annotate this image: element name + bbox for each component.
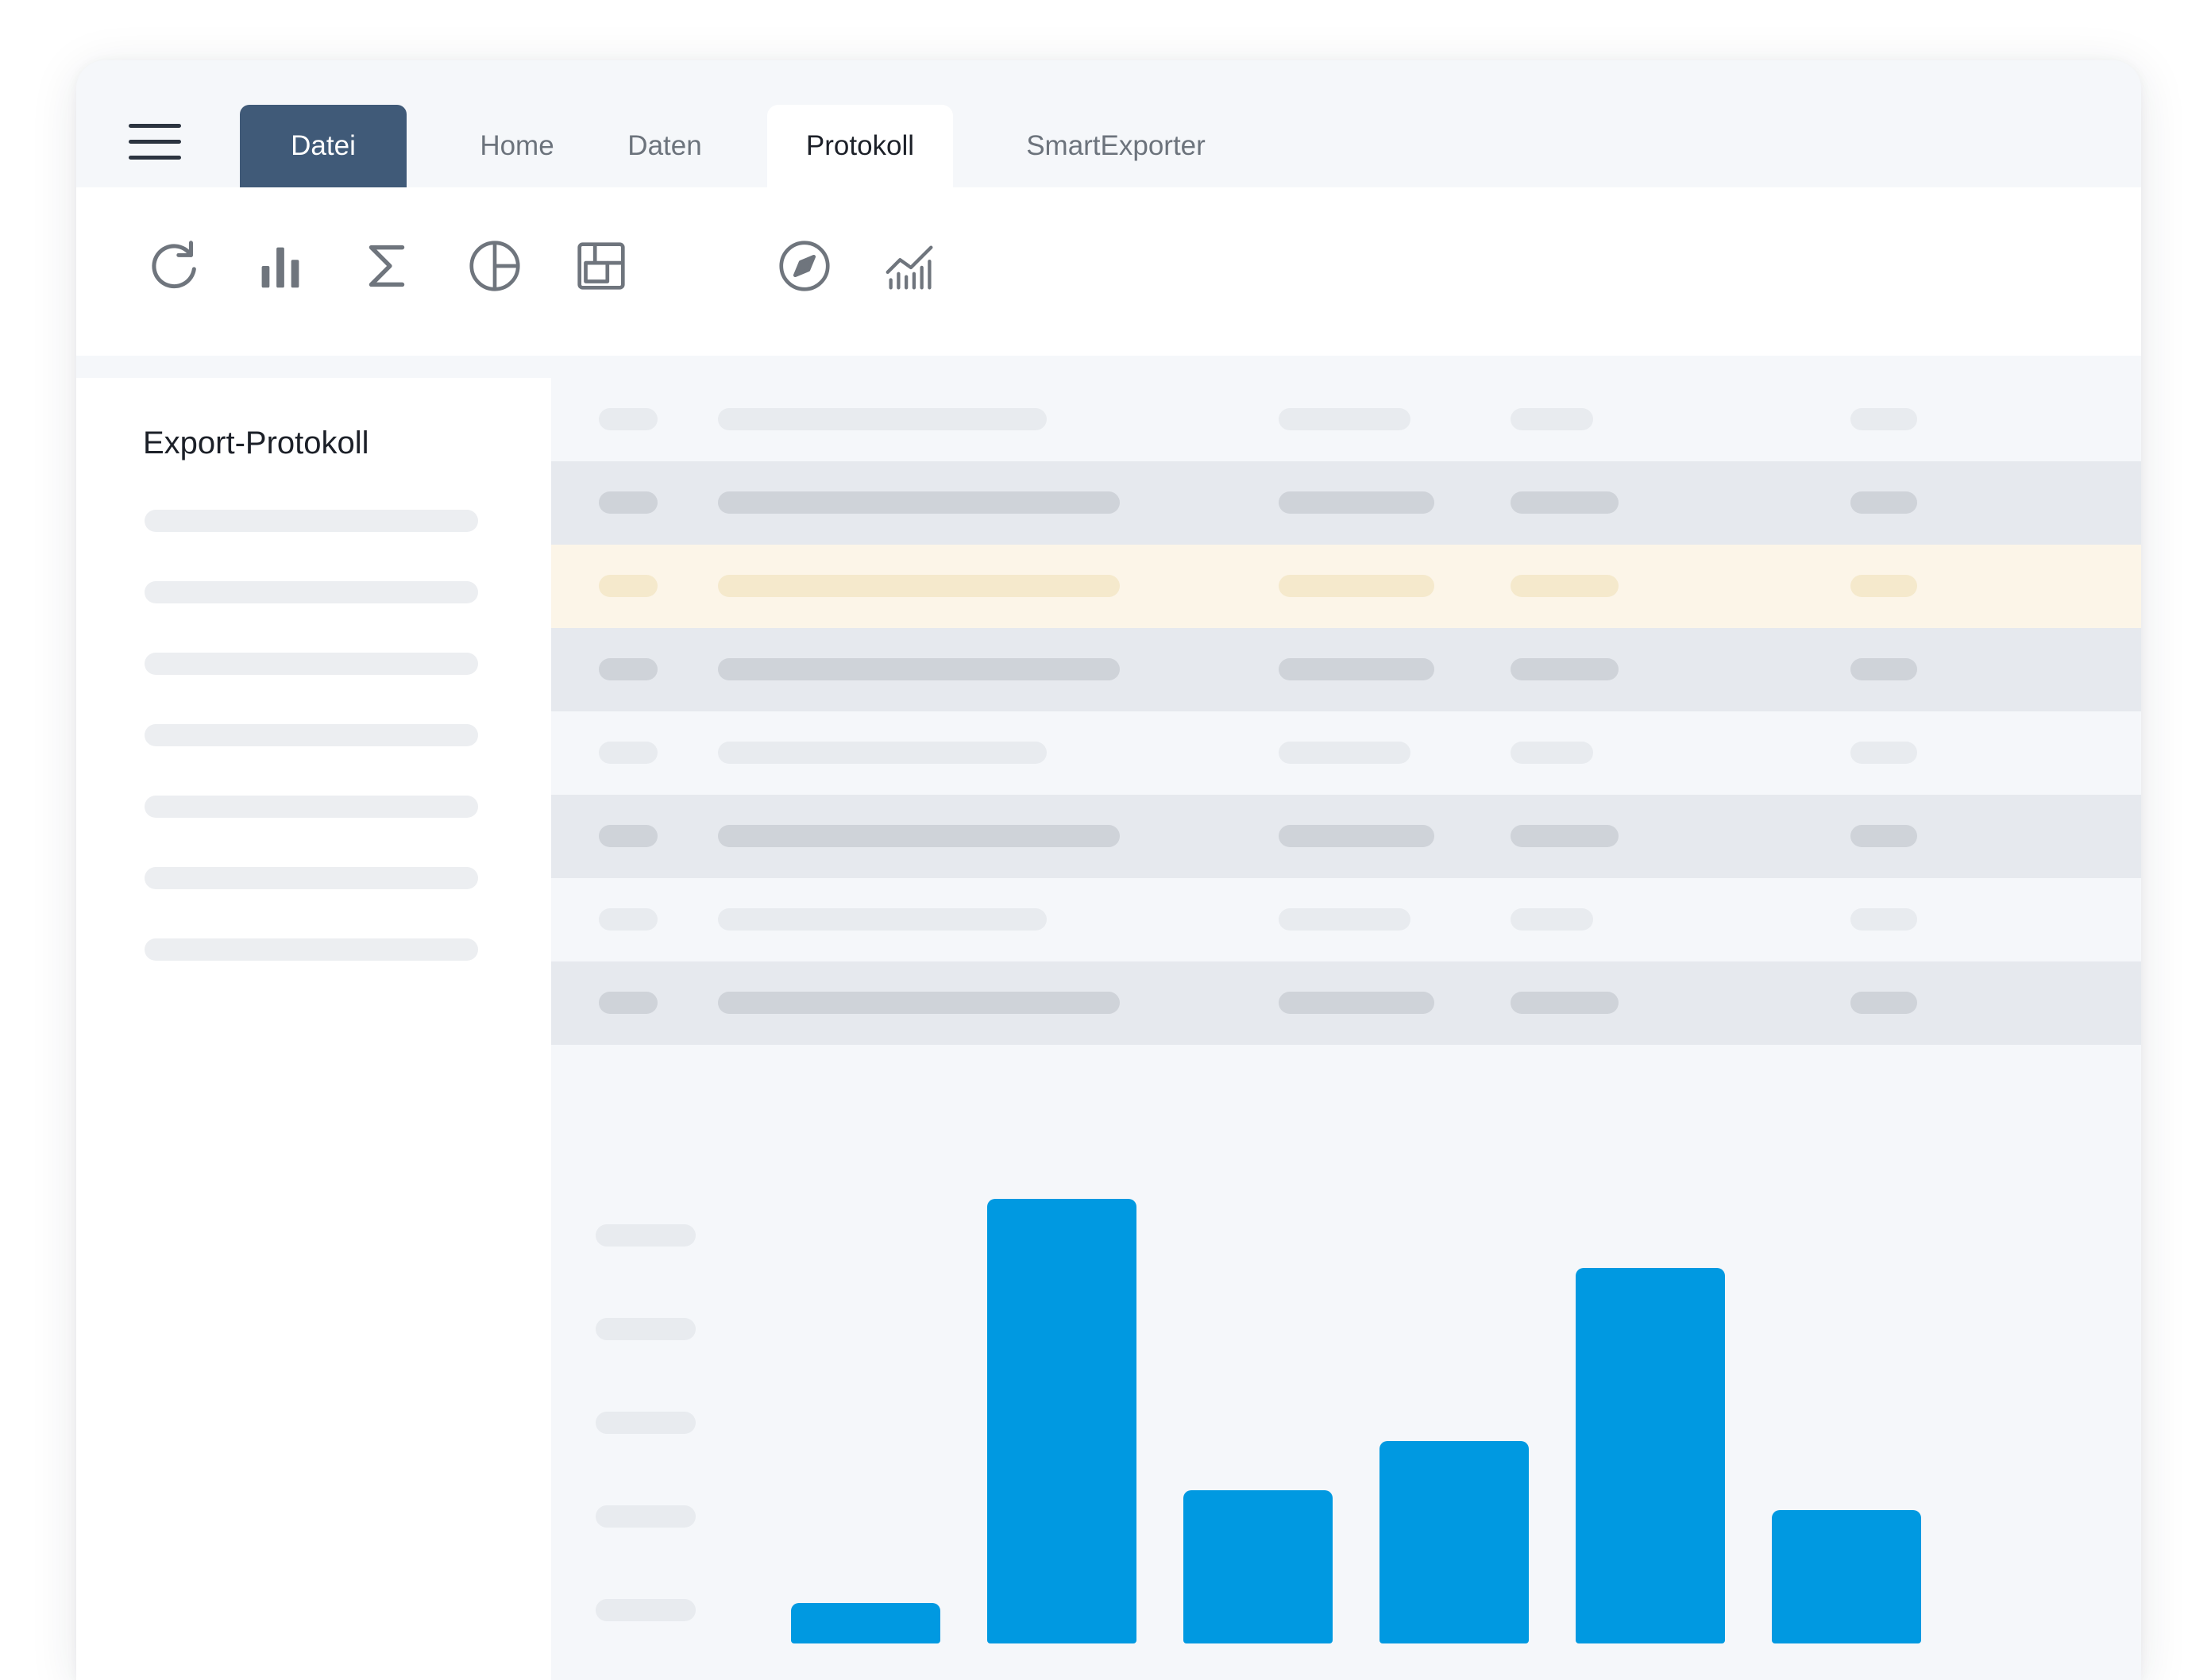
table-row[interactable] <box>551 461 2141 545</box>
table-row[interactable] <box>551 795 2141 878</box>
table-cell <box>1511 742 1593 764</box>
table-cell <box>1850 491 1917 514</box>
chart-bar[interactable] <box>791 1603 940 1643</box>
table-cell <box>599 742 658 764</box>
tab-protokoll[interactable]: Protokoll <box>767 105 953 187</box>
app-window: Datei Home Daten Protokoll SmartExporter <box>76 60 2141 1680</box>
table-cell <box>599 908 658 931</box>
layout-icon[interactable] <box>570 235 632 297</box>
ribbon-toolbar <box>76 187 2141 356</box>
table-cell <box>1850 575 1917 597</box>
table-cell <box>599 658 658 680</box>
export-log-panel: Export-Protokoll <box>76 378 551 1680</box>
table-cell <box>1279 658 1434 680</box>
table-cell <box>718 908 1047 931</box>
table-cell <box>1511 992 1619 1014</box>
chart-bar[interactable] <box>1379 1441 1529 1643</box>
y-tick-label <box>596 1505 696 1528</box>
chart-bar[interactable] <box>1772 1510 1921 1643</box>
tab-datei[interactable]: Datei <box>240 105 407 187</box>
table-cell <box>718 742 1047 764</box>
table-cell <box>1511 658 1619 680</box>
table-cell <box>1511 908 1593 931</box>
table-cell <box>1850 908 1917 931</box>
y-tick-label <box>596 1224 696 1247</box>
log-entry[interactable] <box>145 581 478 603</box>
table-cell <box>1850 408 1917 430</box>
table-cell <box>599 491 658 514</box>
log-entry[interactable] <box>145 938 478 961</box>
tab-daten[interactable]: Daten <box>627 130 702 161</box>
log-entry[interactable] <box>145 653 478 675</box>
table-row[interactable] <box>551 378 2141 461</box>
chart-bar[interactable] <box>1183 1490 1333 1643</box>
table-cell <box>1279 825 1434 847</box>
y-tick-label <box>596 1599 696 1621</box>
table-row[interactable] <box>551 878 2141 961</box>
table-cell <box>1511 408 1593 430</box>
table-cell <box>718 658 1120 680</box>
log-entry[interactable] <box>145 510 478 532</box>
table-row[interactable] <box>551 711 2141 795</box>
table-cell <box>1279 908 1410 931</box>
menu-icon[interactable] <box>129 124 181 160</box>
chart-bar[interactable] <box>1576 1268 1725 1643</box>
log-table <box>551 378 2141 1680</box>
table-cell <box>1511 491 1619 514</box>
bar-chart-icon[interactable] <box>249 235 311 297</box>
table-cell <box>1279 742 1410 764</box>
chart-bar[interactable] <box>987 1199 1136 1643</box>
table-cell <box>1511 825 1619 847</box>
panel-title: Export-Protokoll <box>143 426 369 460</box>
table-cell <box>718 491 1120 514</box>
table-row[interactable] <box>551 628 2141 711</box>
table-cell <box>718 575 1120 597</box>
table-cell <box>1279 408 1410 430</box>
table-cell <box>599 992 658 1014</box>
y-tick-label <box>596 1412 696 1434</box>
pie-chart-icon[interactable] <box>464 235 526 297</box>
table-row-highlighted[interactable] <box>551 545 2141 628</box>
sigma-icon[interactable] <box>356 235 418 297</box>
table-cell <box>718 992 1120 1014</box>
bar-chart <box>551 1124 2141 1680</box>
table-cell <box>718 408 1047 430</box>
table-row[interactable] <box>551 961 2141 1045</box>
table-cell <box>599 408 658 430</box>
table-cell <box>1850 825 1917 847</box>
table-cell <box>1850 742 1917 764</box>
refresh-icon[interactable] <box>143 235 205 297</box>
table-cell <box>599 575 658 597</box>
table-cell <box>718 825 1120 847</box>
table-cell <box>1279 575 1434 597</box>
table-cell <box>1850 658 1917 680</box>
tab-bar: Datei Home Daten Protokoll SmartExporter <box>76 60 2141 187</box>
y-tick-label <box>596 1318 696 1340</box>
log-entry[interactable] <box>145 796 478 818</box>
table-cell <box>599 825 658 847</box>
table-cell <box>1279 992 1434 1014</box>
table-cell <box>1850 992 1917 1014</box>
log-entry[interactable] <box>145 724 478 746</box>
trend-chart-icon[interactable] <box>880 235 942 297</box>
table-cell <box>1511 575 1619 597</box>
tab-home[interactable]: Home <box>480 130 554 161</box>
compass-icon[interactable] <box>774 235 835 297</box>
table-cell <box>1279 491 1434 514</box>
tab-smartexporter[interactable]: SmartExporter <box>1026 130 1206 161</box>
log-entry[interactable] <box>145 867 478 889</box>
